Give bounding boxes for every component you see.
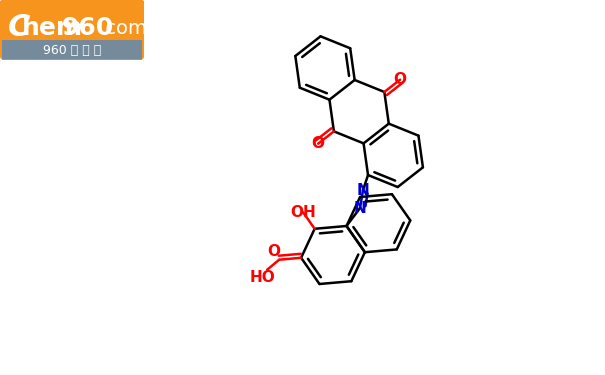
Text: N: N: [354, 201, 367, 216]
Text: N: N: [357, 183, 370, 198]
Text: 960: 960: [62, 16, 114, 40]
Text: HO: HO: [249, 270, 275, 285]
Text: 960 化 工 网: 960 化 工 网: [43, 44, 101, 57]
Text: O: O: [394, 72, 407, 87]
Text: hem: hem: [22, 16, 83, 40]
FancyBboxPatch shape: [2, 40, 142, 60]
FancyBboxPatch shape: [0, 0, 144, 59]
Text: C: C: [8, 13, 30, 42]
Text: O: O: [267, 244, 281, 259]
Text: O: O: [312, 136, 325, 151]
Text: .com: .com: [100, 18, 148, 38]
Text: OH: OH: [290, 205, 316, 220]
